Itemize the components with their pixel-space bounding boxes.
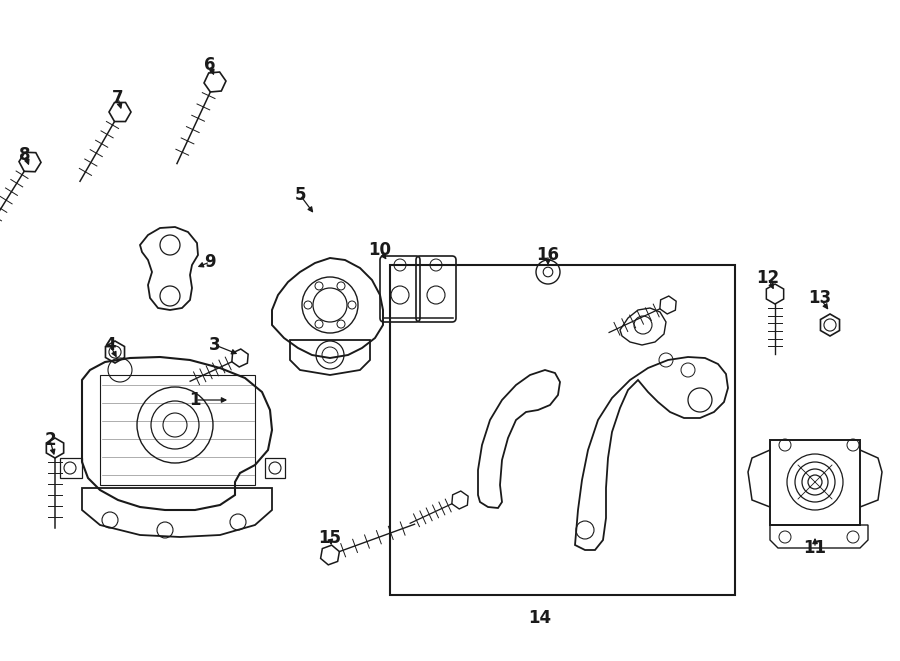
Text: 7: 7 — [112, 89, 124, 107]
Text: 8: 8 — [19, 146, 31, 164]
Text: 5: 5 — [294, 186, 306, 204]
Text: 16: 16 — [536, 246, 560, 264]
Bar — [100, 375, 255, 485]
Bar — [390, 265, 735, 595]
Text: 15: 15 — [319, 529, 341, 547]
Text: 1: 1 — [189, 391, 201, 409]
Text: 13: 13 — [808, 289, 832, 307]
Bar — [770, 440, 860, 525]
Text: 11: 11 — [804, 539, 826, 557]
Text: 10: 10 — [368, 241, 392, 259]
Text: 4: 4 — [104, 336, 116, 354]
Text: 6: 6 — [204, 56, 216, 74]
Text: 3: 3 — [209, 336, 220, 354]
Text: 14: 14 — [528, 609, 552, 627]
Text: 12: 12 — [756, 269, 779, 287]
Text: 2: 2 — [44, 431, 56, 449]
Text: 9: 9 — [204, 253, 216, 271]
